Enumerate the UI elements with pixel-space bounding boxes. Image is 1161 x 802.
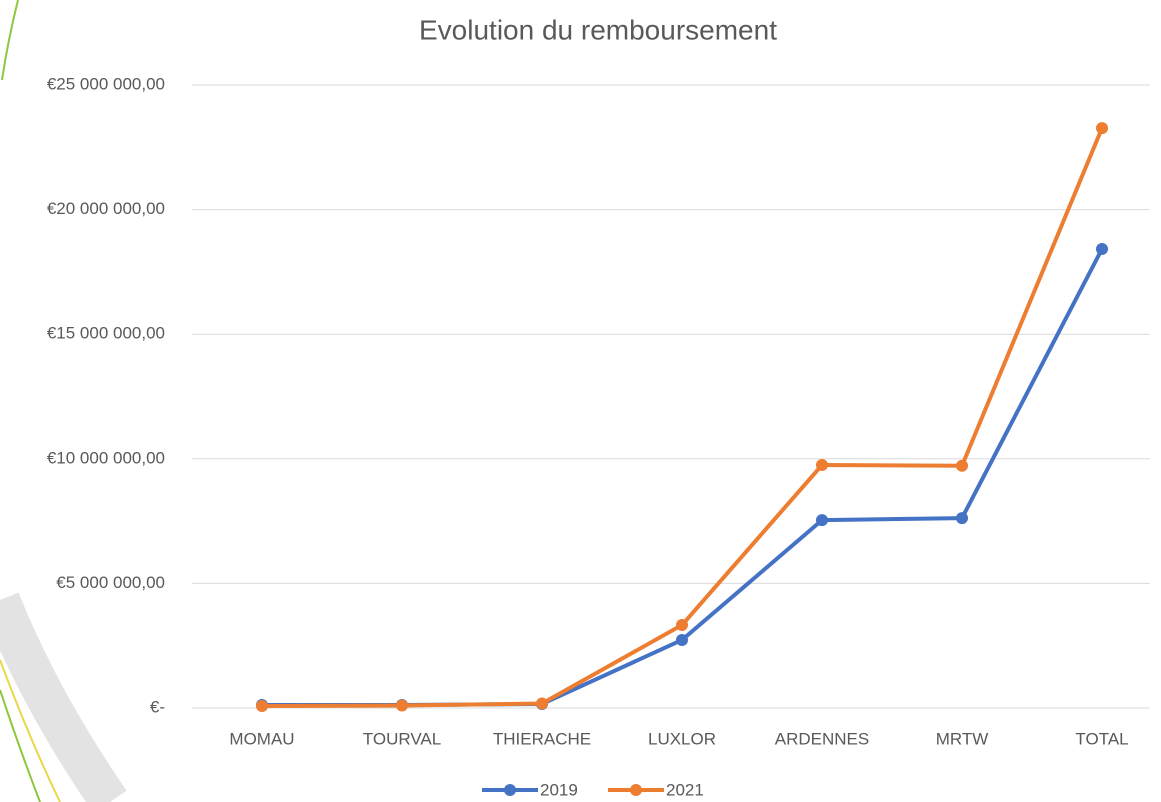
data-point bbox=[396, 699, 408, 712]
decoration bbox=[0, 592, 127, 802]
x-tick-label: THIERACHE bbox=[493, 729, 591, 748]
x-tick-label: ARDENNES bbox=[775, 729, 869, 748]
y-tick-label: €5 000 000,00 bbox=[56, 573, 165, 592]
data-point bbox=[816, 459, 828, 472]
y-tick-label: €25 000 000,00 bbox=[47, 74, 165, 93]
data-point bbox=[956, 459, 968, 472]
data-point bbox=[1096, 242, 1108, 255]
data-point bbox=[676, 619, 688, 632]
x-tick-label: TOTAL bbox=[1075, 729, 1128, 748]
y-tick-label: €- bbox=[150, 697, 165, 716]
chart-title: Evolution du remboursement bbox=[419, 14, 777, 45]
data-point bbox=[676, 633, 688, 646]
data-point bbox=[256, 700, 268, 713]
y-tick-label: €20 000 000,00 bbox=[47, 199, 165, 218]
decoration bbox=[1, 0, 19, 81]
x-tick-label: MRTW bbox=[936, 729, 989, 748]
y-tick-label: €10 000 000,00 bbox=[47, 448, 165, 467]
legend-label: 2021 bbox=[666, 780, 704, 799]
data-point bbox=[956, 512, 968, 525]
x-tick-label: TOURVAL bbox=[363, 729, 441, 748]
decoration bbox=[0, 689, 41, 802]
data-point bbox=[816, 514, 828, 527]
legend-label: 2019 bbox=[540, 780, 578, 799]
decoration bbox=[0, 659, 61, 802]
y-tick-label: €15 000 000,00 bbox=[47, 324, 165, 343]
legend-marker bbox=[504, 784, 516, 796]
x-tick-label: MOMAU bbox=[229, 729, 294, 748]
data-point bbox=[536, 697, 548, 710]
legend-marker bbox=[630, 784, 642, 796]
x-tick-label: LUXLOR bbox=[648, 729, 716, 748]
data-point bbox=[1096, 122, 1108, 135]
